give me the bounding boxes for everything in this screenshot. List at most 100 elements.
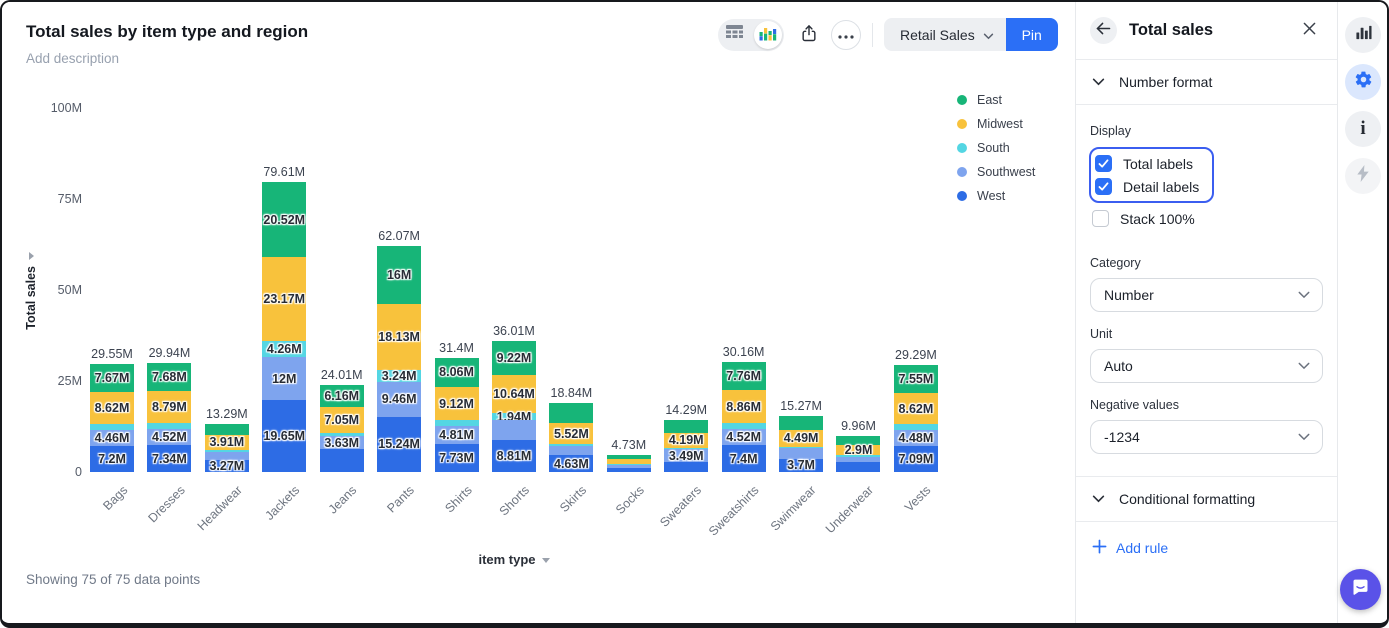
dataset-button[interactable]: Retail Sales: [884, 18, 1006, 51]
bar-segment-east[interactable]: 8.06M: [434, 357, 479, 388]
bar-column-shorts[interactable]: 36.01M 9.22M 10.64M 1.94M 8.81M: [491, 324, 536, 472]
bar-segment-southwest[interactable]: [836, 456, 881, 462]
bar-segment-west[interactable]: 19.65M: [262, 400, 307, 472]
bar-segment-south[interactable]: 4.26M: [262, 341, 307, 357]
bar-segment-south[interactable]: [147, 422, 192, 429]
y-axis-title-block[interactable]: Total sales: [24, 252, 44, 330]
chart-settings-tab[interactable]: [1345, 17, 1381, 53]
bar-column-headwear[interactable]: 13.29M 3.91M 3.27M: [204, 407, 249, 473]
bar-segment-west[interactable]: 15.24M: [377, 416, 422, 472]
legend-item-south[interactable]: South: [957, 136, 1035, 160]
checkbox-detail-labels[interactable]: Detail labels: [1095, 175, 1199, 198]
share-button[interactable]: [793, 19, 825, 51]
bar-segment-east[interactable]: 6.16M: [319, 384, 364, 408]
bar-segment-midwest[interactable]: 4.49M: [779, 430, 824, 447]
bar-segment-midwest[interactable]: 2.9M: [836, 443, 881, 457]
bar-segment-south[interactable]: [893, 424, 938, 430]
bar-segment-west[interactable]: 7.73M: [434, 443, 479, 472]
bar-segment-west[interactable]: 4.63M: [549, 455, 594, 472]
more-menu-button[interactable]: [831, 20, 861, 50]
bar-segment-southwest[interactable]: 3.63M: [319, 436, 364, 450]
bar-segment-east[interactable]: 9.22M: [491, 340, 536, 375]
bar-segment-east[interactable]: 7.76M: [721, 362, 766, 391]
section-conditional-formatting[interactable]: Conditional formatting: [1076, 477, 1337, 522]
chart-view-button[interactable]: [754, 21, 782, 49]
back-button[interactable]: [1090, 17, 1117, 44]
bar-segment-west[interactable]: 7.2M: [90, 445, 134, 472]
actions-tab[interactable]: [1345, 158, 1381, 194]
bar-segment-west[interactable]: 3.27M: [204, 459, 249, 473]
bar-segment-midwest[interactable]: 3.91M: [204, 435, 249, 450]
negative-values-select[interactable]: -1234: [1090, 420, 1323, 454]
add-rule-button[interactable]: Add rule: [1076, 539, 1337, 557]
bar-segment-midwest[interactable]: 23.17M: [262, 256, 307, 342]
bar-segment-south[interactable]: [779, 446, 824, 449]
bar-column-skirts[interactable]: 18.84M 5.52M 4.63M: [549, 386, 594, 472]
bar-segment-midwest[interactable]: 4.19M: [664, 432, 709, 448]
bar-segment-midwest[interactable]: 8.79M: [147, 390, 192, 423]
bar-segment-east[interactable]: [664, 420, 709, 433]
bar-segment-midwest[interactable]: 7.05M: [319, 407, 364, 433]
bar-column-dresses[interactable]: 29.94M 7.68M 8.79M 4.52M 7.34M: [147, 346, 192, 472]
bar-segment-west[interactable]: 7.4M: [721, 445, 766, 472]
bar-segment-southwest[interactable]: [606, 464, 651, 468]
bar-segment-southwest[interactable]: 12M: [262, 356, 307, 401]
bar-segment-southwest[interactable]: [549, 445, 594, 456]
bar-segment-midwest[interactable]: 9.12M: [434, 387, 479, 421]
bar-column-socks[interactable]: 4.73M: [606, 438, 651, 472]
bar-column-pants[interactable]: 62.07M 16M 18.13M 3.24M 9.46M 15.24M: [377, 229, 422, 472]
bar-segment-east[interactable]: 16M: [377, 246, 422, 305]
bar-segment-southwest[interactable]: 4.46M: [90, 429, 134, 446]
bar-segment-southwest[interactable]: [204, 452, 249, 461]
format-settings-tab[interactable]: [1345, 64, 1381, 100]
legend-item-west[interactable]: West: [957, 184, 1035, 208]
bar-segment-west[interactable]: [606, 468, 651, 472]
x-axis-field-dropdown[interactable]: item type: [478, 552, 550, 567]
bar-segment-south[interactable]: [434, 420, 479, 427]
bar-segment-south[interactable]: [549, 443, 594, 446]
bar-segment-south[interactable]: 1.94M: [491, 410, 536, 424]
bar-column-sweatshirts[interactable]: 30.16M 7.76M 8.86M 4.52M 7.4M: [721, 345, 766, 472]
bar-segment-midwest[interactable]: 8.86M: [721, 390, 766, 423]
category-select[interactable]: Number: [1090, 278, 1323, 312]
checkbox-stack-100[interactable]: Stack 100%: [1090, 207, 1323, 230]
bar-segment-east[interactable]: [836, 435, 881, 445]
bar-segment-east[interactable]: [779, 416, 824, 431]
bar-segment-east[interactable]: 7.67M: [90, 364, 134, 393]
bar-segment-southwest[interactable]: 4.81M: [434, 426, 479, 444]
bar-segment-south[interactable]: [90, 423, 134, 430]
bar-segment-east[interactable]: 7.68M: [147, 363, 192, 391]
bar-segment-west[interactable]: 3.7M: [779, 458, 824, 472]
bar-segment-west[interactable]: 7.34M: [147, 445, 192, 472]
bar-segment-midwest[interactable]: 18.13M: [377, 304, 422, 371]
bar-segment-south[interactable]: [319, 432, 364, 436]
bar-segment-south[interactable]: [836, 455, 881, 457]
bar-segment-midwest[interactable]: 5.52M: [549, 423, 594, 444]
bar-segment-east[interactable]: [606, 454, 651, 460]
bar-segment-southwest[interactable]: 4.52M: [721, 428, 766, 446]
bar-segment-east[interactable]: 20.52M: [262, 182, 307, 257]
bar-segment-west[interactable]: [319, 449, 364, 472]
bar-segment-west[interactable]: [836, 461, 881, 472]
pin-button[interactable]: Pin: [1005, 18, 1058, 51]
bar-column-swimwear[interactable]: 15.27M 4.49M 3.7M: [779, 399, 824, 472]
bar-segment-east[interactable]: [549, 403, 594, 424]
chat-widget-button[interactable]: [1340, 569, 1381, 610]
bar-segment-midwest[interactable]: 8.62M: [893, 392, 938, 425]
bar-segment-midwest[interactable]: [606, 459, 651, 464]
bar-segment-east[interactable]: 7.55M: [893, 365, 938, 393]
bar-segment-midwest[interactable]: 10.64M: [491, 374, 536, 414]
bar-segment-south[interactable]: [721, 422, 766, 429]
bar-segment-midwest[interactable]: 8.62M: [90, 392, 134, 424]
bar-column-jackets[interactable]: 79.61M 20.52M 23.17M 4.26M 12M 19.65M: [262, 165, 307, 472]
bar-segment-southwest[interactable]: [491, 420, 536, 440]
legend-item-midwest[interactable]: Midwest: [957, 112, 1035, 136]
bar-segment-south[interactable]: 3.24M: [377, 369, 422, 383]
bar-segment-southwest[interactable]: 9.46M: [377, 382, 422, 417]
bar-segment-south[interactable]: [606, 463, 651, 465]
legend-item-east[interactable]: East: [957, 88, 1035, 112]
bar-segment-southwest[interactable]: [779, 448, 824, 459]
checkbox-total-labels[interactable]: Total labels: [1095, 152, 1199, 175]
bar-column-jeans[interactable]: 24.01M 6.16M 7.05M 3.63M: [319, 368, 364, 472]
legend-item-southwest[interactable]: Southwest: [957, 160, 1035, 184]
